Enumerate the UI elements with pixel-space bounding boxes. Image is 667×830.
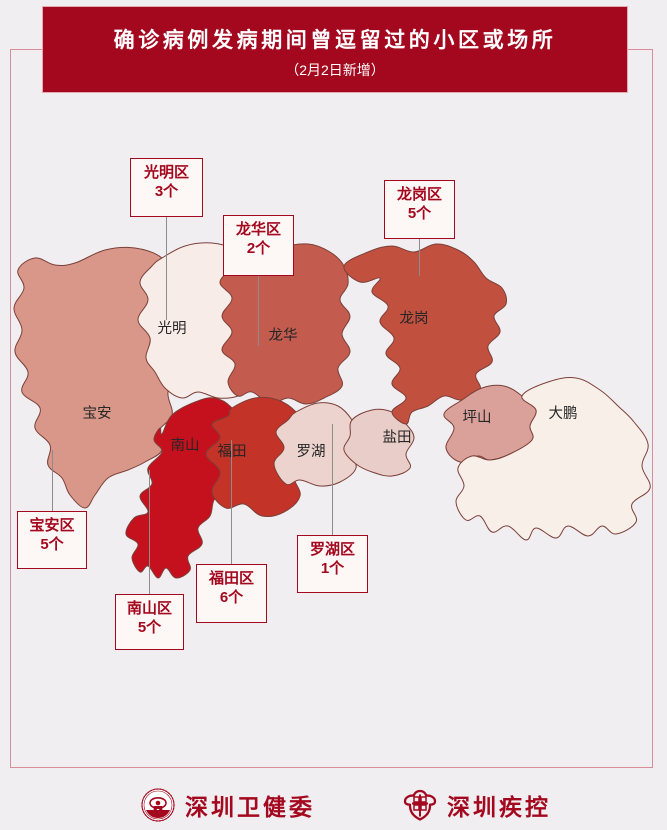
svg-text:南山: 南山 xyxy=(171,437,200,454)
svg-text:宝安: 宝安 xyxy=(83,405,112,422)
svg-text:福田: 福田 xyxy=(218,443,247,460)
svg-text:龙华: 龙华 xyxy=(269,327,298,344)
svg-text:光明: 光明 xyxy=(158,320,187,337)
svg-text:罗湖: 罗湖 xyxy=(297,443,326,460)
svg-text:龙岗: 龙岗 xyxy=(400,310,429,327)
svg-text:盐田: 盐田 xyxy=(383,429,412,446)
svg-text:大鹏: 大鹏 xyxy=(549,405,578,422)
svg-text:坪山: 坪山 xyxy=(463,409,492,426)
